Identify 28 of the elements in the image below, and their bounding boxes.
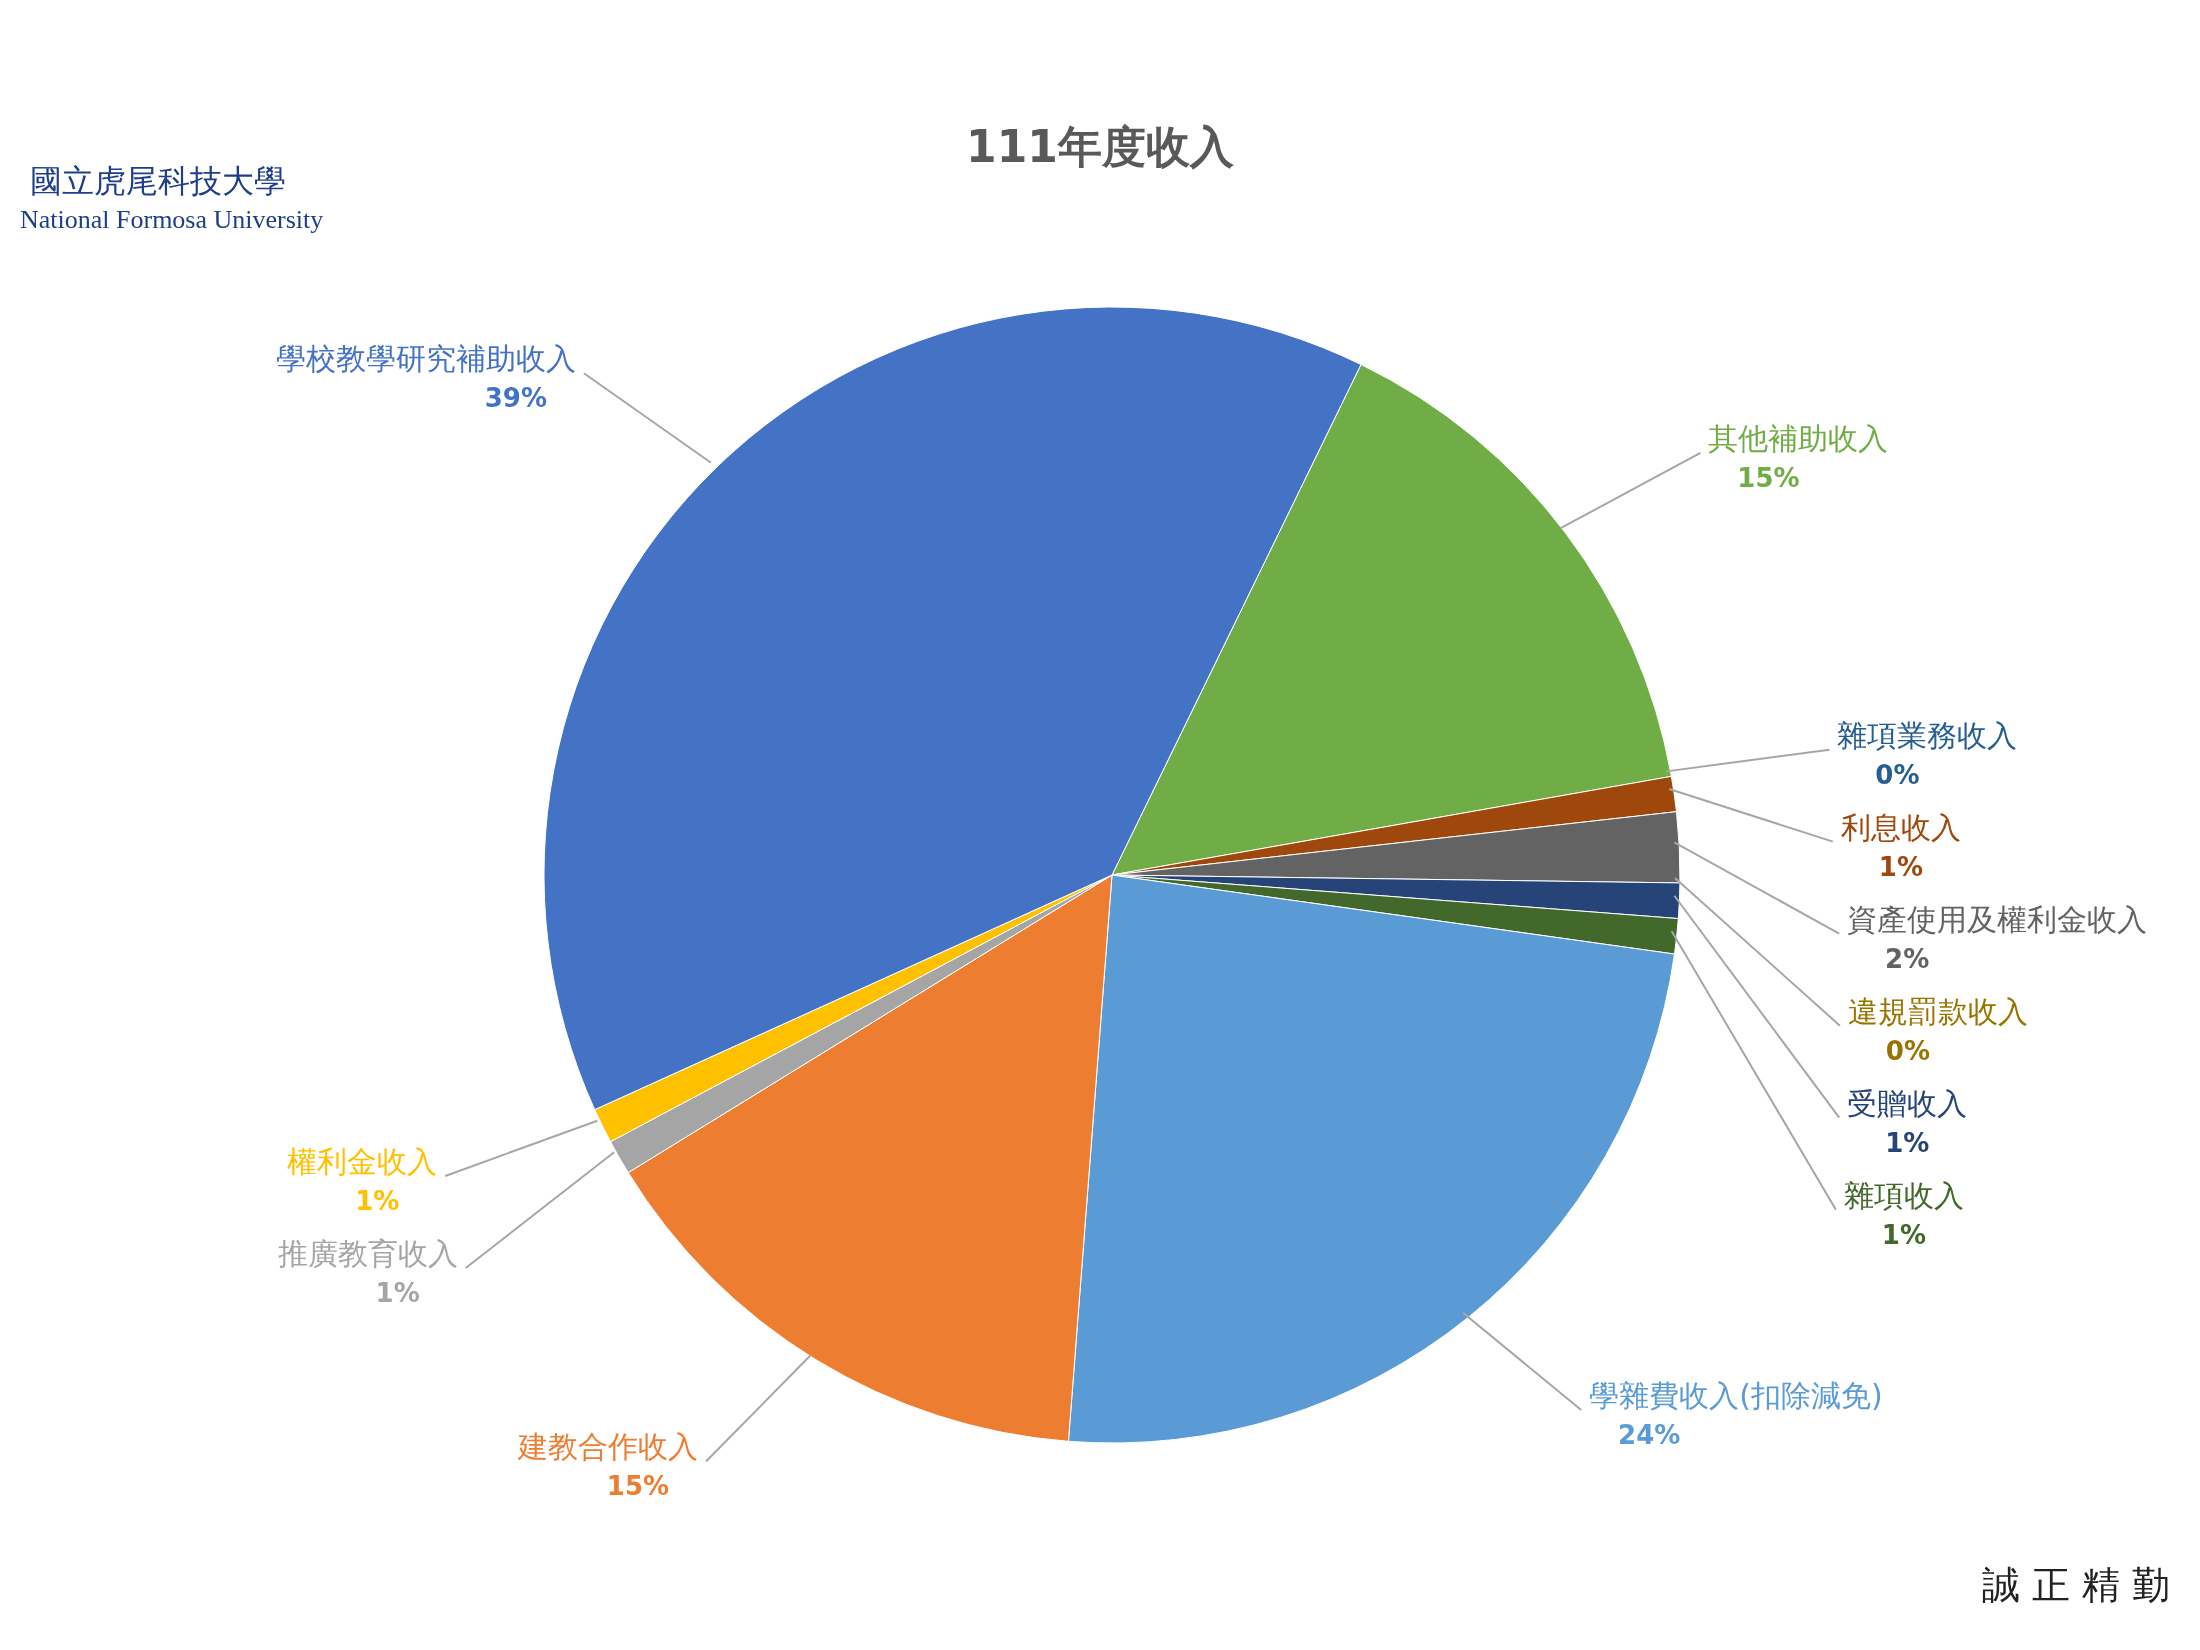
text: 誠 正 精 勤	[1981, 1562, 2170, 1609]
slice-label: 權利金收入	[287, 1143, 438, 1179]
slice-label: 學校教學研究補助收入	[275, 341, 576, 377]
data-label: 1%	[375, 1277, 420, 1308]
slice-label: 其他補助收入	[1708, 420, 1889, 456]
slice-label: 資產使用及權利金收入	[1847, 901, 2148, 937]
text: 國立虎尾科技大學	[30, 161, 286, 202]
slice-label: 受贈收入	[1847, 1085, 1968, 1121]
data-label: 15%	[1737, 462, 1800, 493]
data-label: 1%	[1881, 1219, 1926, 1250]
slice-label: 建教合作收入	[516, 1429, 698, 1465]
chart-title: 111年度收入	[966, 121, 1234, 172]
data-label: 1%	[355, 1185, 400, 1216]
data-label: 2%	[1885, 943, 1930, 974]
slice-label: 利息收入	[1840, 809, 1961, 845]
data-label: 39%	[484, 383, 548, 414]
slice-label: 學雜費收入(扣除減免)	[1589, 1378, 1883, 1414]
text: 0%	[1875, 759, 1920, 790]
data-label: 15%	[606, 1471, 670, 1502]
category-label: 違規罰款收入	[1847, 993, 2028, 1029]
text: National Formosa University	[20, 205, 324, 235]
text: 0%	[1885, 1035, 1930, 1066]
data-label: 1%	[1878, 851, 1923, 882]
slice-label: 推廣教育收入	[277, 1235, 458, 1271]
category-label: 雜項業務收入	[1837, 717, 2018, 753]
data-label: 1%	[1885, 1127, 1930, 1158]
slice-label: 雜項收入	[1843, 1177, 1964, 1213]
data-label: 24%	[1618, 1420, 1681, 1451]
